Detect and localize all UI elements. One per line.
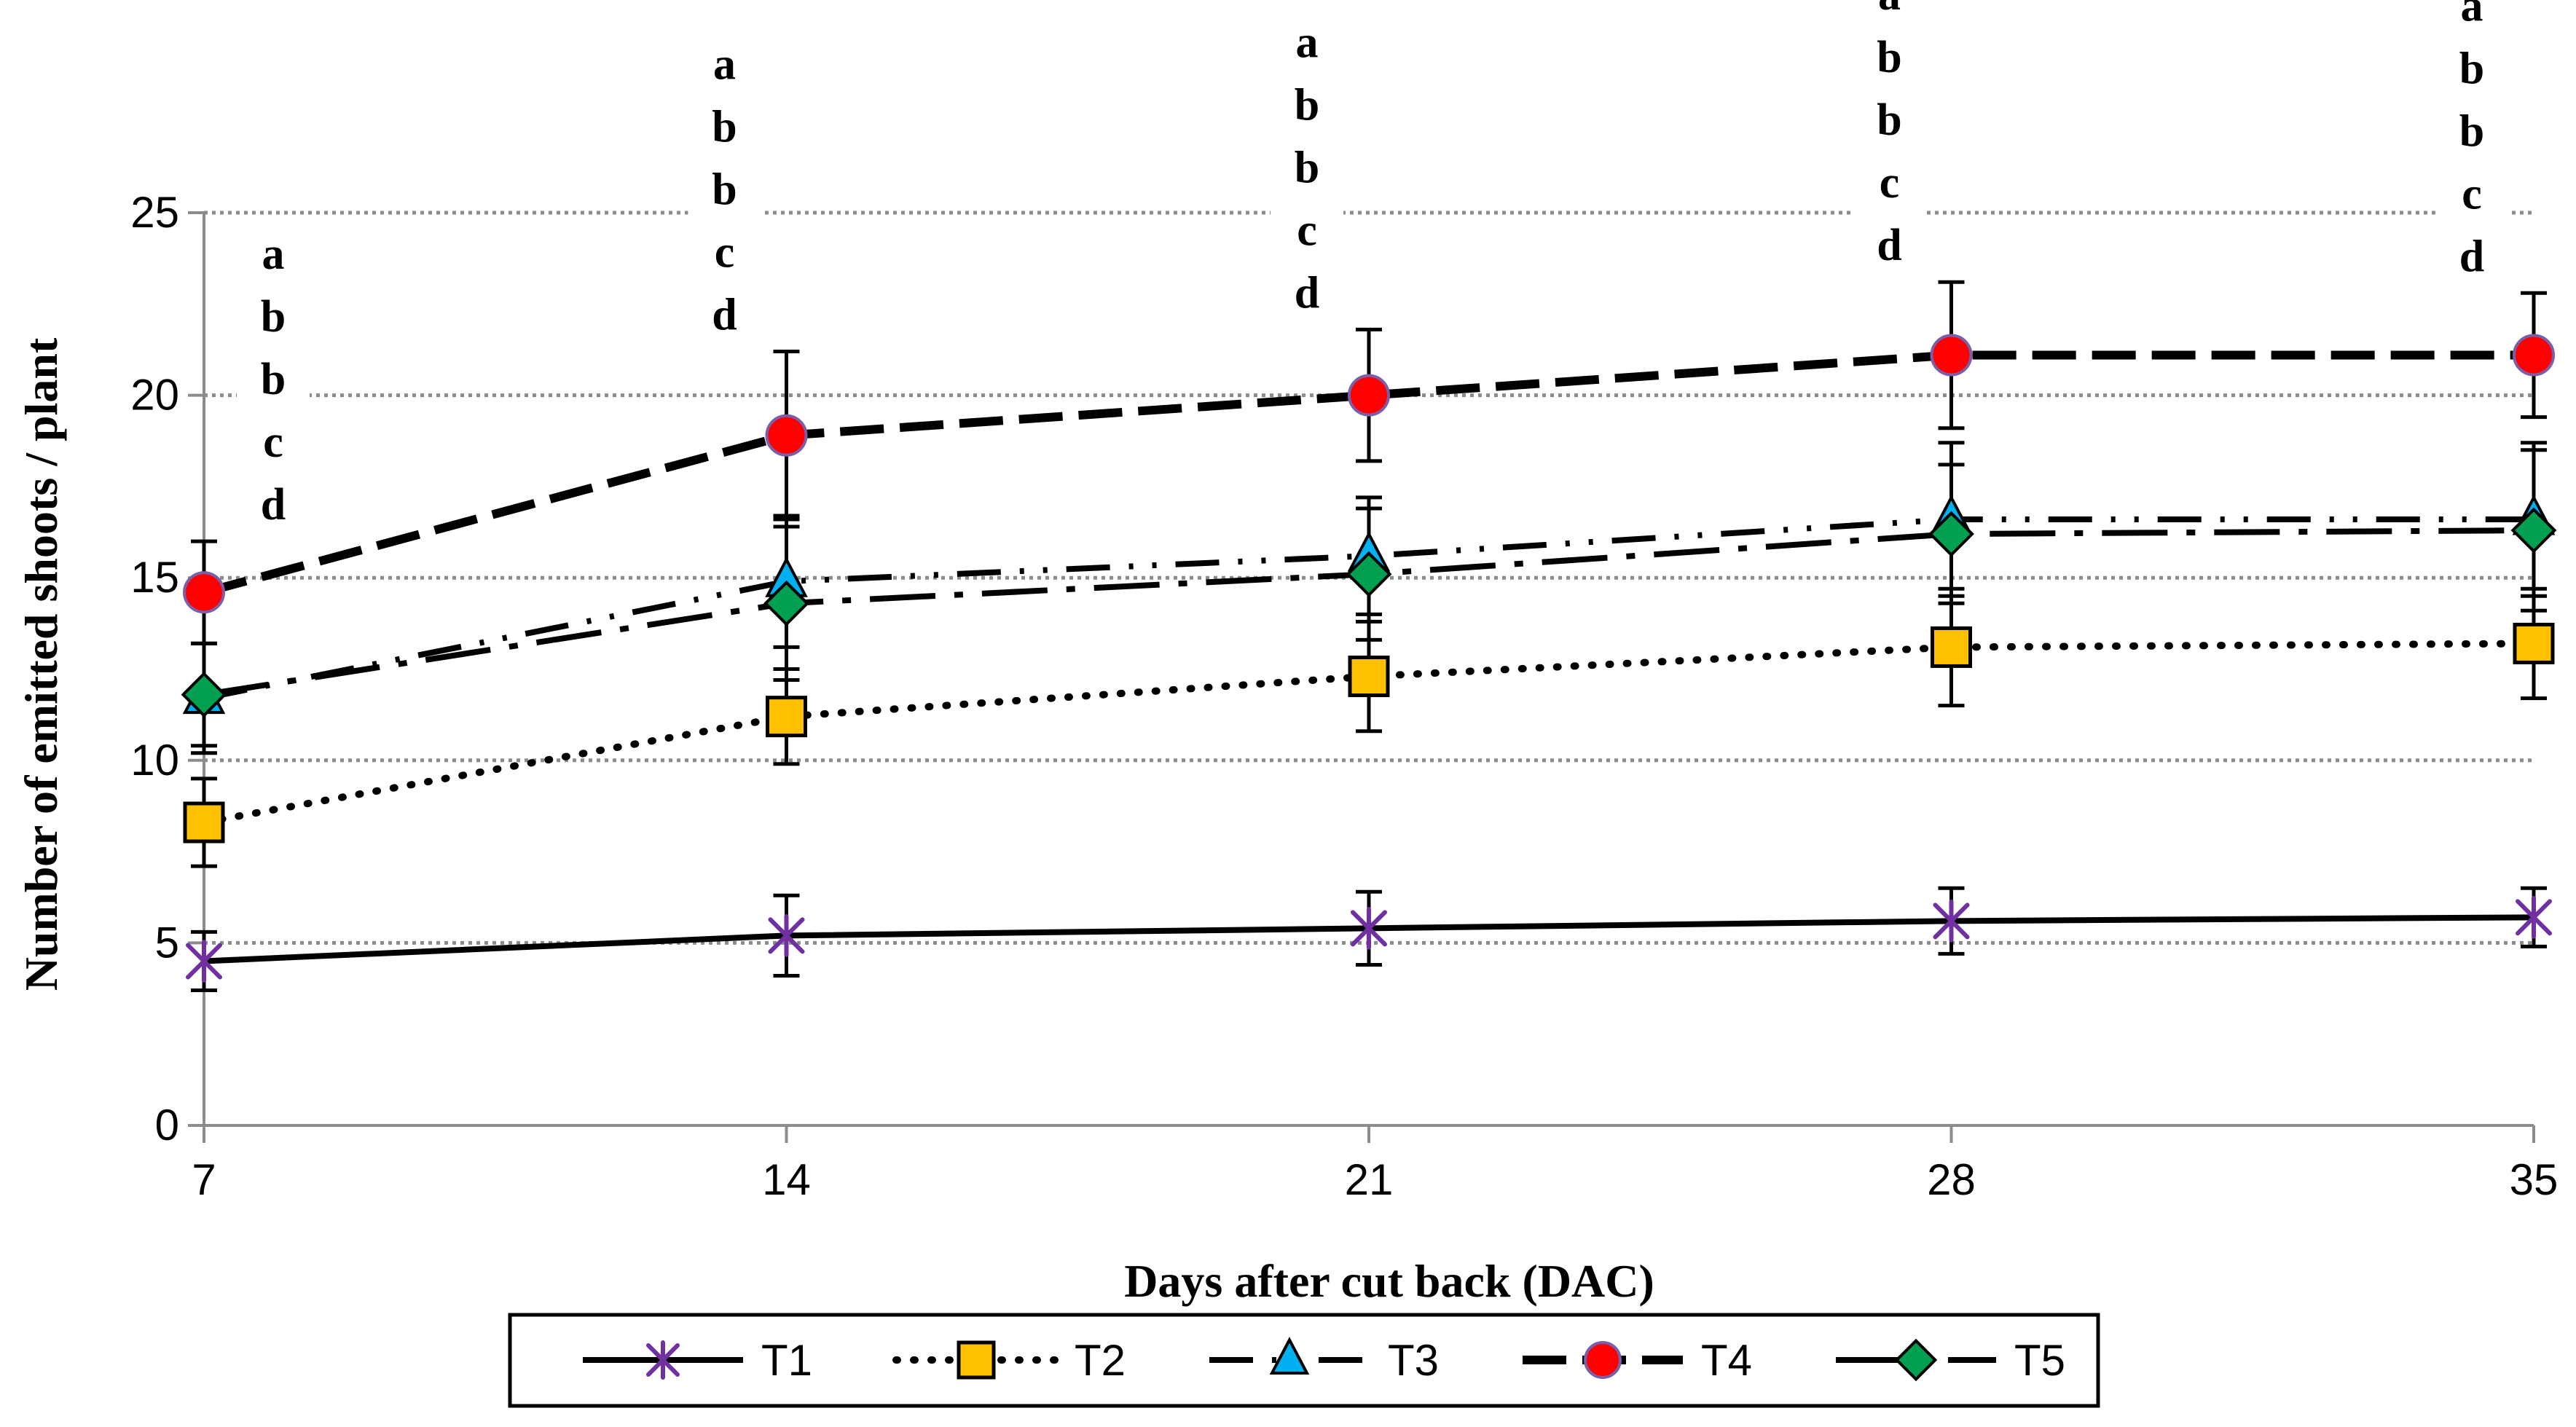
data-point xyxy=(1351,906,1387,950)
y-tick-label: 25 xyxy=(130,188,179,237)
significance-letter: d xyxy=(2459,232,2484,281)
letters-backing xyxy=(688,36,761,342)
y-tick-label: 20 xyxy=(130,371,179,420)
significance-letters: abbcdabbcdabbcdabbcdabbcd xyxy=(237,0,2508,532)
significance-letter: b xyxy=(1295,143,1319,192)
significance-letter: b xyxy=(1295,80,1319,130)
data-point xyxy=(183,801,225,844)
data-point xyxy=(1933,899,1970,943)
data-point xyxy=(1348,374,1390,417)
significance-letter: c xyxy=(715,227,735,277)
significance-letter: d xyxy=(1877,221,1901,270)
significance-letter: c xyxy=(1880,158,1900,208)
axes: 0 5 10 15 20 25 7 14 21 28 35 xyxy=(130,188,2558,1204)
markers-t2 xyxy=(183,622,2555,844)
y-tick-label: 0 xyxy=(155,1101,179,1149)
significance-letter: b xyxy=(2459,106,2484,156)
significance-letter: c xyxy=(263,417,283,467)
data-point xyxy=(765,414,808,457)
data-point xyxy=(1346,551,1392,597)
data-point xyxy=(2510,507,2557,554)
significance-letter: a xyxy=(1878,0,1901,20)
data-point xyxy=(1931,626,1972,668)
legend-label: T1 xyxy=(761,1336,812,1385)
legend-marker xyxy=(1269,1337,1310,1375)
significance-letter: b xyxy=(712,102,737,152)
markers-t5 xyxy=(181,507,2557,718)
significance-letter: c xyxy=(1297,205,1317,255)
significance-letter: a xyxy=(262,229,285,279)
data-point xyxy=(2516,895,2552,939)
x-tick-label: 14 xyxy=(762,1155,811,1204)
legend-label: T5 xyxy=(2014,1336,2065,1385)
x-tick-label: 28 xyxy=(1927,1155,1976,1204)
data-point xyxy=(181,672,227,718)
letters-backing xyxy=(237,227,310,532)
data-point xyxy=(2513,622,2555,664)
legend-label: T4 xyxy=(1701,1336,1752,1385)
legend-marker xyxy=(1584,1341,1622,1379)
significance-letter: b xyxy=(2459,44,2484,93)
x-tick-label: 7 xyxy=(192,1155,216,1204)
data-point xyxy=(768,913,805,957)
y-tick-label: 15 xyxy=(130,553,179,602)
letters-backing xyxy=(1271,15,1343,321)
legend-marker xyxy=(646,1340,680,1380)
significance-letter: b xyxy=(1877,33,1901,82)
markers-t1 xyxy=(186,895,2552,983)
significance-letter: b xyxy=(261,355,286,404)
significance-letter: a xyxy=(2461,0,2483,31)
data-point xyxy=(766,696,807,738)
significance-letter: d xyxy=(712,290,737,339)
significance-letter: b xyxy=(712,165,737,214)
letters-backing xyxy=(2435,0,2508,284)
legend-box xyxy=(508,1313,2100,1408)
data-point xyxy=(186,940,222,983)
y-tick-label: 10 xyxy=(130,736,179,785)
x-axis-title: Days after cut back (DAC) xyxy=(1124,1255,1654,1307)
significance-letter: c xyxy=(2462,169,2482,219)
legend-label: T2 xyxy=(1075,1336,1126,1385)
legend-marker xyxy=(1894,1338,1938,1382)
significance-letter: b xyxy=(1877,95,1901,145)
data-point xyxy=(1348,656,1390,698)
significance-letter: a xyxy=(1296,17,1319,67)
significance-letter: d xyxy=(1295,268,1319,318)
data-point xyxy=(1930,334,1973,377)
legend-marker xyxy=(957,1340,996,1380)
significance-letter: a xyxy=(713,39,736,89)
legend: T1 T2 T3 T4 T5 xyxy=(508,1313,2100,1408)
letters-backing xyxy=(1853,0,1926,273)
x-tick-label: 35 xyxy=(2510,1155,2559,1204)
significance-letter: b xyxy=(261,292,286,342)
markers-t4 xyxy=(183,334,2555,614)
significance-letter: d xyxy=(261,480,286,530)
data-point xyxy=(1928,511,1974,557)
x-tick-label: 21 xyxy=(1345,1155,1394,1204)
data-point xyxy=(2513,334,2555,377)
y-axis-title: Number of emitted shoots / plant xyxy=(15,337,67,991)
data-point xyxy=(183,571,225,614)
data-series xyxy=(181,280,2557,993)
y-tick-label: 5 xyxy=(155,918,179,967)
data-point xyxy=(763,580,809,626)
legend-label: T3 xyxy=(1388,1336,1439,1385)
